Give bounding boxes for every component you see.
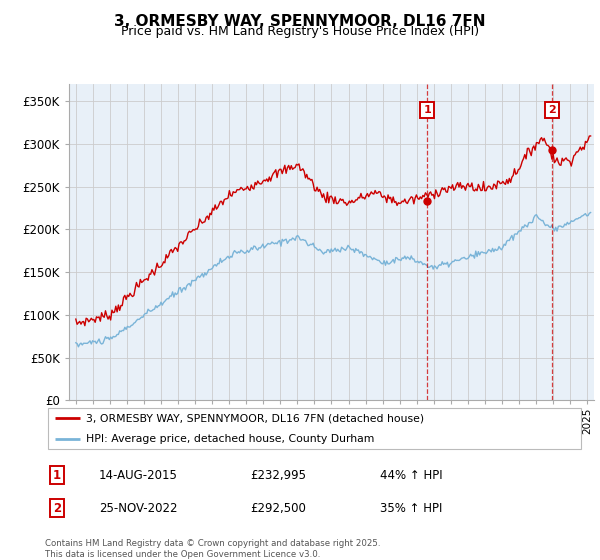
Text: HPI: Average price, detached house, County Durham: HPI: Average price, detached house, Coun… — [86, 434, 374, 444]
Text: 2: 2 — [548, 105, 556, 115]
Text: 2: 2 — [53, 502, 61, 515]
FancyBboxPatch shape — [48, 408, 581, 449]
Text: 3, ORMESBY WAY, SPENNYMOOR, DL16 7FN: 3, ORMESBY WAY, SPENNYMOOR, DL16 7FN — [114, 14, 486, 29]
Text: 35% ↑ HPI: 35% ↑ HPI — [380, 502, 442, 515]
Text: 3, ORMESBY WAY, SPENNYMOOR, DL16 7FN (detached house): 3, ORMESBY WAY, SPENNYMOOR, DL16 7FN (de… — [86, 413, 424, 423]
Text: 44% ↑ HPI: 44% ↑ HPI — [380, 469, 442, 482]
Text: 1: 1 — [53, 469, 61, 482]
Text: Price paid vs. HM Land Registry's House Price Index (HPI): Price paid vs. HM Land Registry's House … — [121, 25, 479, 38]
Text: £232,995: £232,995 — [250, 469, 306, 482]
Text: £292,500: £292,500 — [250, 502, 306, 515]
Text: Contains HM Land Registry data © Crown copyright and database right 2025.
This d: Contains HM Land Registry data © Crown c… — [45, 539, 380, 559]
Text: 25-NOV-2022: 25-NOV-2022 — [99, 502, 178, 515]
Text: 1: 1 — [424, 105, 431, 115]
Text: 14-AUG-2015: 14-AUG-2015 — [99, 469, 178, 482]
